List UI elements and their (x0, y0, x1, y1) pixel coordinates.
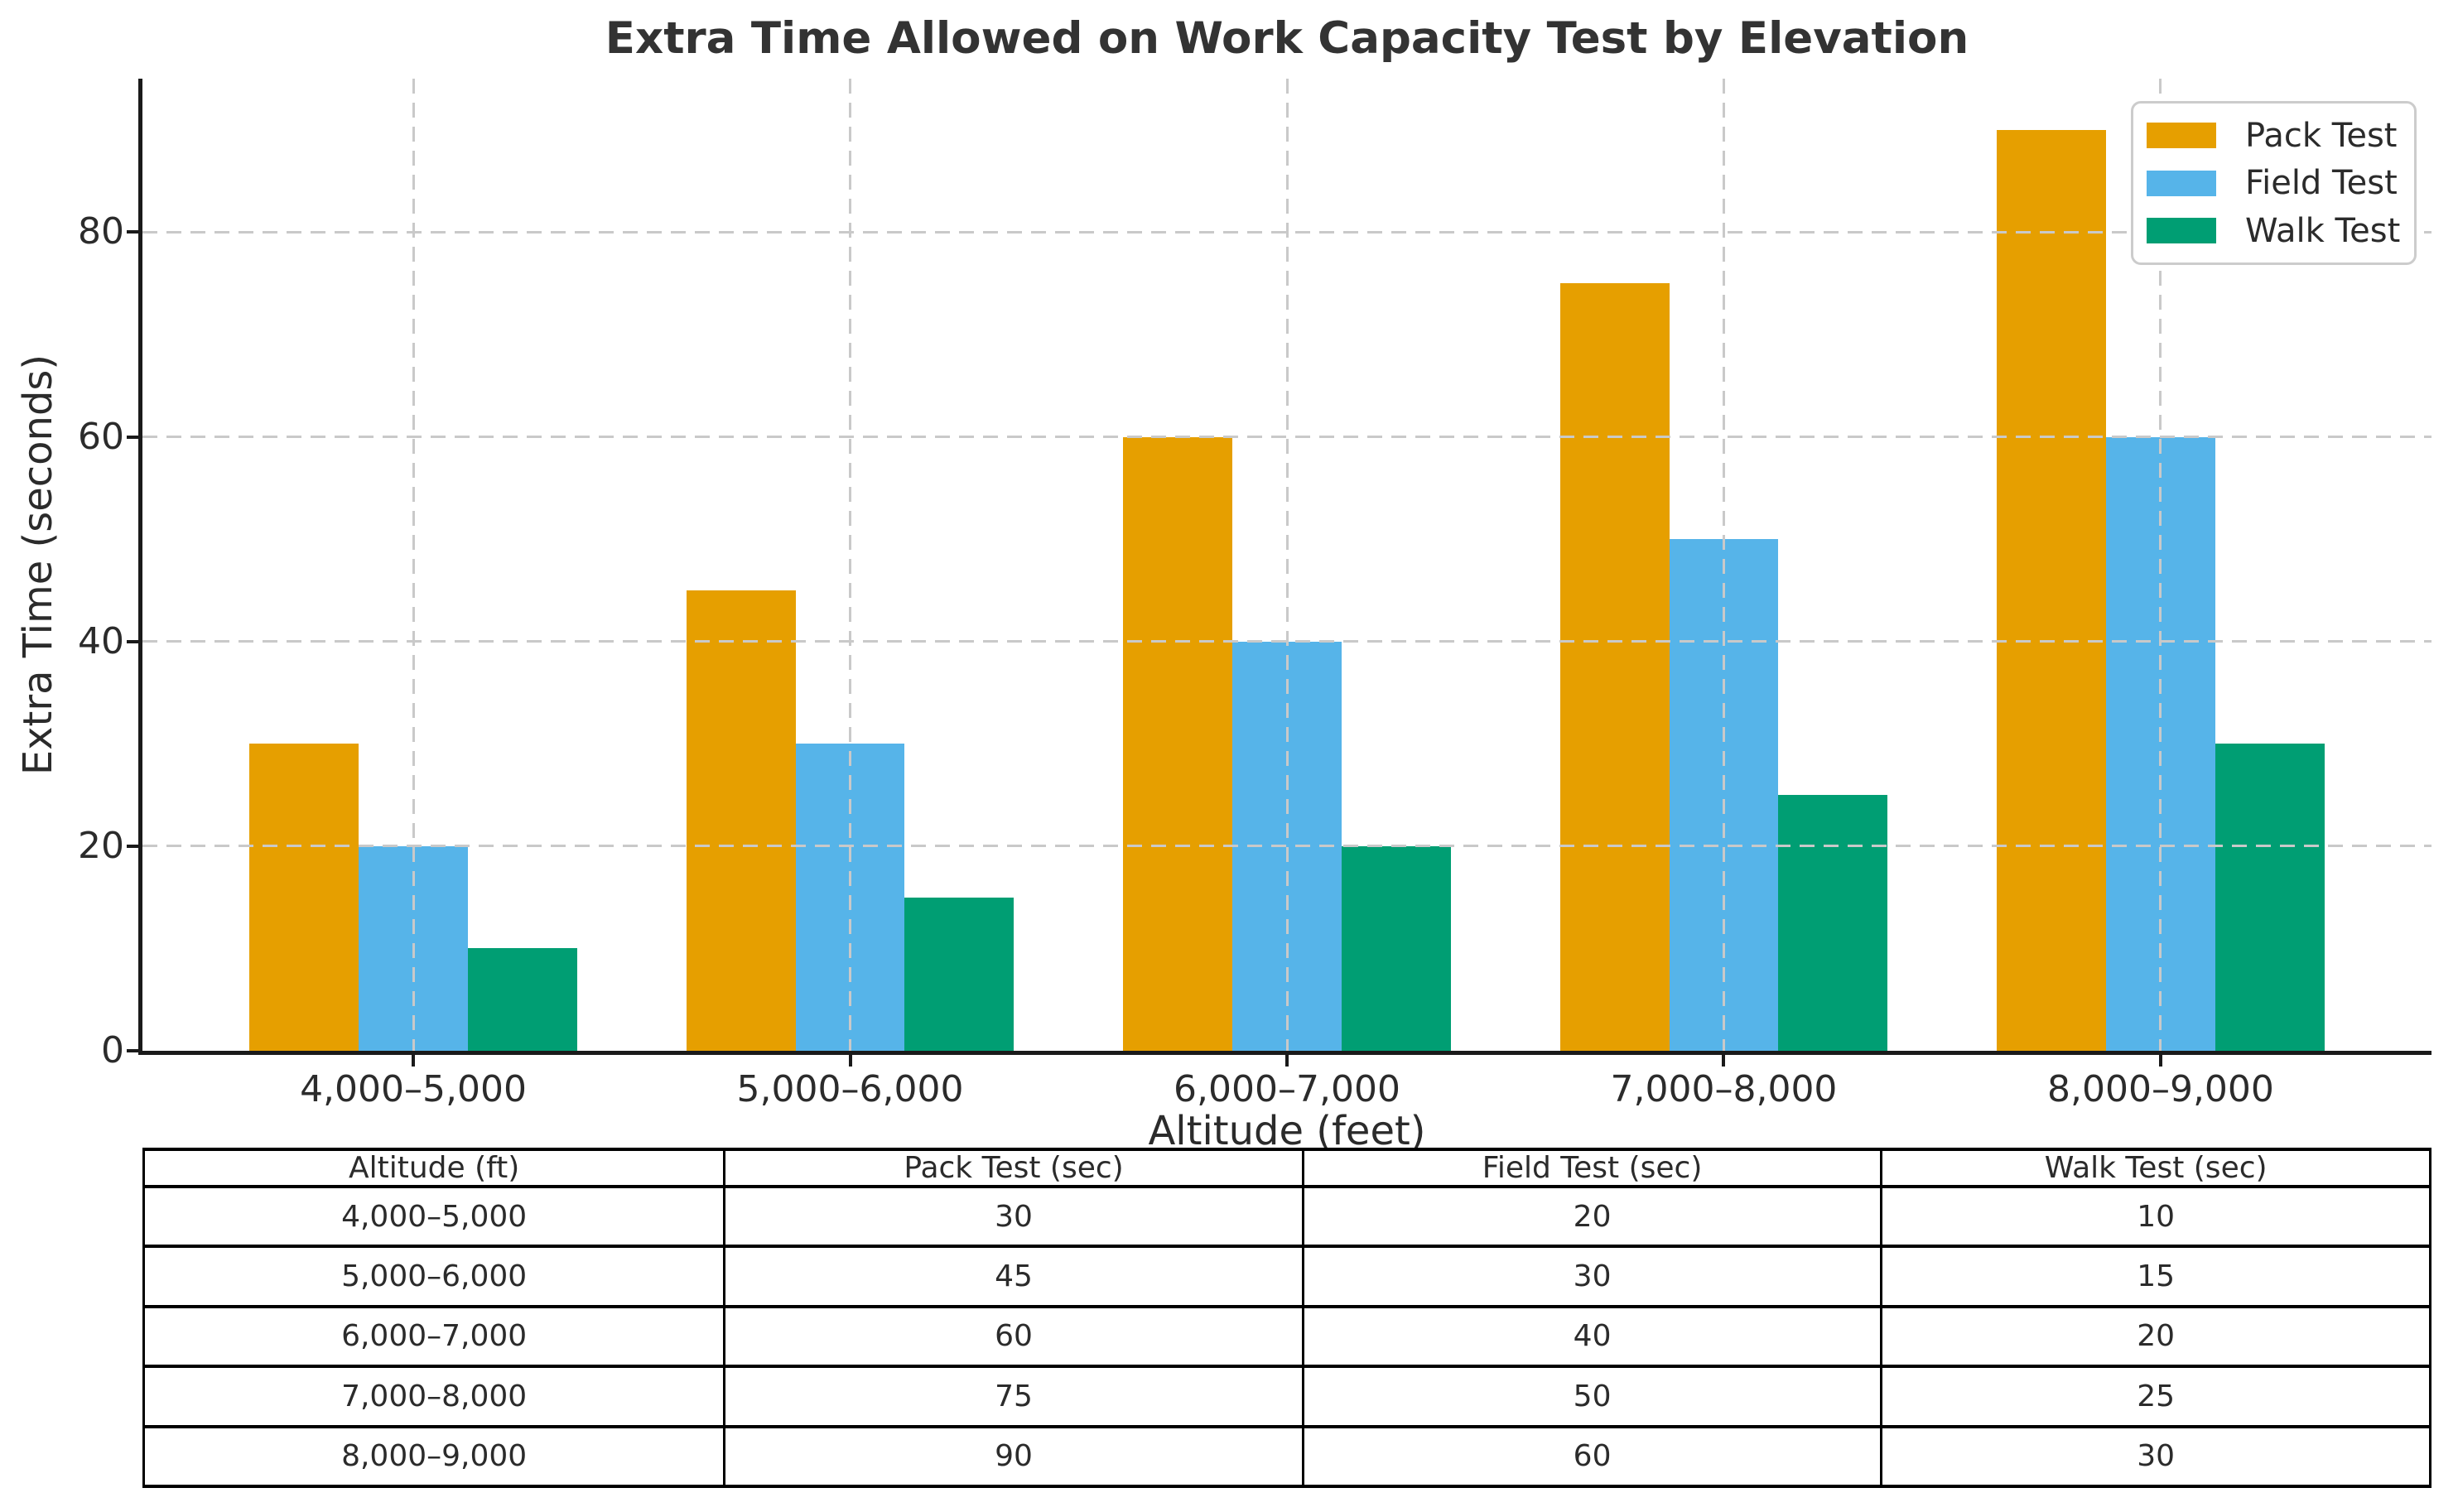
table-cell: 8,000–9,000 (142, 1424, 726, 1489)
x-gridline (2159, 79, 2162, 1051)
chart-title: Extra Time Allowed on Work Capacity Test… (605, 13, 1969, 64)
table-header-cell: Pack Test (sec) (723, 1148, 1304, 1188)
table-row: 4,000–5,000 30 20 10 (142, 1184, 2431, 1249)
table-cell: 7,000–8,000 (142, 1365, 726, 1428)
x-tick-label: 4,000–5,000 (300, 1068, 527, 1110)
bar-pack-test (249, 744, 359, 1051)
table-cell: 20 (1301, 1184, 1883, 1249)
x-axis-spine (138, 1051, 2431, 1055)
legend-label: Field Test (2245, 164, 2398, 202)
x-axis-label: Altitude (feet) (1148, 1108, 1426, 1154)
legend-label: Walk Test (2245, 211, 2401, 250)
y-tick-mark (127, 639, 142, 643)
table-cell: 30 (1880, 1424, 2431, 1489)
legend-label: Pack Test (2245, 116, 2398, 155)
table-cell: 20 (1880, 1304, 2431, 1369)
y-tick-mark (127, 230, 142, 234)
x-tick-label: 5,000–6,000 (736, 1068, 964, 1110)
table-header-row: Altitude (ft) Pack Test (sec) Field Test (… (142, 1148, 2431, 1188)
bar-pack-test (1559, 283, 1670, 1051)
table-cell: 90 (723, 1424, 1304, 1489)
x-tick-mark (2158, 1055, 2162, 1067)
x-tick-label: 6,000–7,000 (1174, 1068, 1400, 1110)
legend: Pack Test Field Test Walk Test (2131, 101, 2417, 265)
x-gridline (412, 79, 415, 1051)
y-tick-mark (127, 1049, 142, 1052)
bar-walk-test (2215, 744, 2325, 1051)
table-cell: 10 (1880, 1184, 2431, 1249)
legend-item-pack-test: Pack Test (2147, 117, 2406, 155)
x-gridline (849, 79, 852, 1051)
x-tick-mark (848, 1055, 852, 1067)
grid-layer (142, 79, 2431, 1051)
bar-pack-test (1123, 436, 1233, 1051)
table-cell: 60 (1301, 1424, 1883, 1489)
y-tick-mark (127, 435, 142, 439)
table-header-cell: Altitude (ft) (142, 1148, 726, 1188)
legend-swatch-pack-test (2147, 123, 2216, 148)
x-tick-label: 8,000–9,000 (2046, 1068, 2274, 1110)
table-cell: 30 (723, 1184, 1304, 1249)
bar-pack-test (1997, 129, 2107, 1051)
bar-walk-test (904, 897, 1015, 1051)
legend-swatch-walk-test (2147, 218, 2216, 243)
legend-swatch-field-test (2147, 170, 2216, 196)
legend-item-walk-test: Walk Test (2147, 212, 2406, 250)
y-tick-label: 20 (78, 824, 124, 867)
y-axis-spine (138, 79, 142, 1055)
table-row: 5,000–6,000 45 30 15 (142, 1245, 2431, 1308)
bar-walk-test (467, 948, 577, 1051)
table-row: 7,000–8,000 75 50 25 (142, 1365, 2431, 1428)
x-tick-mark (1285, 1055, 1289, 1067)
x-tick-mark (1722, 1055, 1726, 1067)
table-cell: 5,000–6,000 (142, 1245, 726, 1308)
y-tick-label: 40 (78, 619, 124, 662)
table-cell: 40 (1301, 1304, 1883, 1369)
x-tick-label: 7,000–8,000 (1610, 1068, 1838, 1110)
bar-pack-test (686, 590, 796, 1051)
data-table: Altitude (ft) Pack Test (sec) Field Test (… (142, 1148, 2431, 1489)
table-cell: 6,000–7,000 (142, 1304, 726, 1369)
y-tick-mark (127, 844, 142, 848)
x-gridline (1722, 79, 1725, 1051)
plot-area: 0 20 40 60 80 4,000–5,000 5,000–6,000 6,000–7,0… (78, 79, 2431, 1110)
table-cell: 25 (1880, 1365, 2431, 1428)
bar-walk-test (1341, 845, 1451, 1051)
table-cell: 50 (1301, 1365, 1883, 1428)
table-header-cell: Walk Test (sec) (1880, 1148, 2431, 1188)
y-tick-label: 60 (78, 415, 124, 458)
table-cell: 45 (723, 1245, 1304, 1308)
x-tick-mark (412, 1055, 416, 1067)
bar-walk-test (1778, 795, 1888, 1051)
legend-item-field-test: Field Test (2147, 164, 2406, 202)
table-row: 6,000–7,000 60 40 20 (142, 1304, 2431, 1369)
ticks-layer: 0 20 40 60 80 4,000–5,000 5,000–6,000 6,000–7,0… (78, 79, 2431, 1110)
table-header-cell: Field Test (sec) (1301, 1148, 1883, 1188)
x-gridline (1285, 79, 1289, 1051)
table-cell: 30 (1301, 1245, 1883, 1308)
table-cell: 75 (723, 1365, 1304, 1428)
y-tick-label: 0 (101, 1029, 124, 1071)
table-cell: 15 (1880, 1245, 2431, 1308)
y-tick-label: 80 (78, 210, 124, 253)
table-cell: 60 (723, 1304, 1304, 1369)
table-row: 8,000–9,000 90 60 30 (142, 1424, 2431, 1489)
table-cell: 4,000–5,000 (142, 1184, 726, 1249)
